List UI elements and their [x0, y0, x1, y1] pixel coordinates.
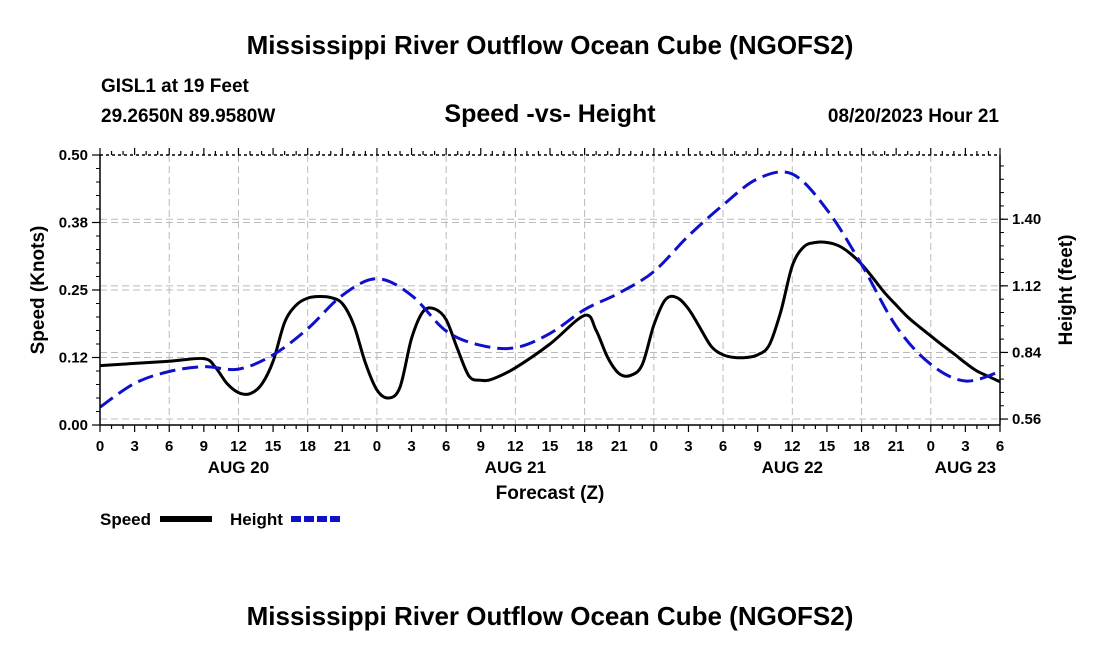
- date-label: AUG 21: [485, 458, 546, 477]
- x-tick-label: 9: [477, 438, 485, 455]
- x-tick-label: 0: [96, 438, 104, 455]
- x-tick-label: 3: [961, 438, 969, 455]
- station-coords: 29.2650N 89.9580W: [101, 106, 276, 127]
- x-tick-label: 18: [299, 438, 316, 455]
- series-line-speed: [100, 240, 1000, 400]
- x-tick-label: 15: [265, 438, 282, 455]
- y-left-tick-label: 0.00: [59, 417, 88, 434]
- x-tick-label: 12: [784, 438, 801, 455]
- x-tick-label: 18: [853, 438, 870, 455]
- chart-subtitle: Speed -vs- Height: [444, 100, 656, 128]
- x-tick-label: 6: [165, 438, 173, 455]
- x-tick-label: 9: [200, 438, 208, 455]
- x-tick-label: 21: [888, 438, 905, 455]
- x-tick-label: 18: [576, 438, 593, 455]
- x-tick-label: 3: [130, 438, 138, 455]
- y-left-axis-title: Speed (Knots): [28, 226, 49, 355]
- date-label: AUG 20: [208, 458, 269, 477]
- bottom-title: Mississippi River Outflow Ocean Cube (NG…: [246, 601, 854, 631]
- legend-height-label: Height: [230, 510, 283, 529]
- y-right-tick-label: 0.84: [1012, 344, 1042, 361]
- forecast-datetime: 08/20/2023 Hour 21: [827, 106, 999, 127]
- label-layer: 0 3 6 9 12 15 18 21 0 3 6 9 12 15 18 21 0 3 6 9 12 15 18 21 0 3 6A…: [28, 147, 1077, 504]
- series-line-height: [100, 170, 1000, 409]
- series-layer: [100, 170, 1000, 409]
- y-right-tick-label: 1.12: [1012, 278, 1041, 295]
- date-label: AUG 22: [762, 458, 823, 477]
- grid-layer: [100, 155, 1000, 425]
- y-right-tick-label: 1.40: [1012, 211, 1041, 228]
- y-left-tick-label: 0.50: [59, 147, 88, 164]
- x-axis-title: Forecast (Z): [496, 483, 605, 504]
- x-tick-label: 15: [542, 438, 559, 455]
- legend: Speed Height: [100, 510, 343, 529]
- main-title: Mississippi River Outflow Ocean Cube (NG…: [246, 30, 854, 60]
- x-tick-label: 6: [719, 438, 727, 455]
- y-left-tick-label: 0.25: [59, 282, 88, 299]
- x-tick-label: 0: [373, 438, 381, 455]
- x-tick-label: 21: [611, 438, 628, 455]
- y-right-axis-title: Height (feet): [1056, 235, 1077, 346]
- y-right-tick-label: 0.56: [1012, 411, 1041, 428]
- legend-speed-label: Speed: [100, 510, 151, 529]
- x-tick-label: 9: [754, 438, 762, 455]
- x-tick-label: 12: [230, 438, 247, 455]
- x-tick-label: 21: [334, 438, 351, 455]
- x-tick-label: 6: [996, 438, 1004, 455]
- x-tick-label: 3: [407, 438, 415, 455]
- y-left-tick-label: 0.12: [59, 350, 88, 367]
- x-tick-label: 12: [507, 438, 524, 455]
- date-label: AUG 23: [935, 458, 996, 477]
- x-tick-label: 6: [442, 438, 450, 455]
- station-label: GISL1 at 19 Feet: [101, 76, 249, 97]
- x-tick-label: 3: [684, 438, 692, 455]
- x-tick-label: 0: [927, 438, 935, 455]
- axis-layer: [92, 148, 1008, 432]
- x-tick-label: 15: [819, 438, 836, 455]
- x-tick-label: 0: [650, 438, 658, 455]
- y-left-tick-label: 0.38: [59, 215, 88, 232]
